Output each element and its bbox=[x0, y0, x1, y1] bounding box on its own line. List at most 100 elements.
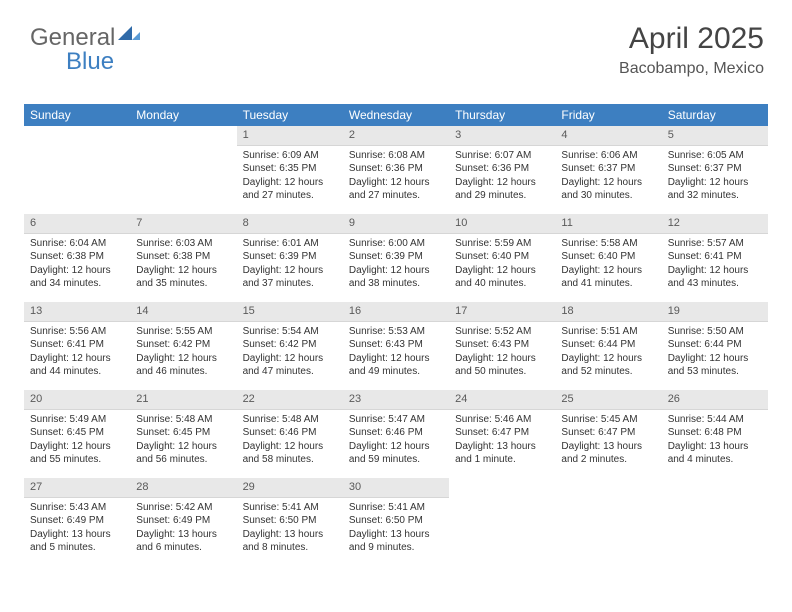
calendar-cell bbox=[24, 126, 130, 214]
day-details: Sunrise: 5:42 AMSunset: 6:49 PMDaylight:… bbox=[130, 498, 236, 559]
day-details: Sunrise: 6:04 AMSunset: 6:38 PMDaylight:… bbox=[24, 234, 130, 295]
day-number: 15 bbox=[237, 302, 343, 322]
calendar-cell: 3Sunrise: 6:07 AMSunset: 6:36 PMDaylight… bbox=[449, 126, 555, 214]
sunrise-line: Sunrise: 6:07 AM bbox=[455, 149, 549, 163]
calendar-cell: 15Sunrise: 5:54 AMSunset: 6:42 PMDayligh… bbox=[237, 302, 343, 390]
day-details: Sunrise: 5:43 AMSunset: 6:49 PMDaylight:… bbox=[24, 498, 130, 559]
sunset-line: Sunset: 6:50 PM bbox=[349, 514, 443, 528]
sunset-line: Sunset: 6:39 PM bbox=[243, 250, 337, 264]
sunset-line: Sunset: 6:49 PM bbox=[30, 514, 124, 528]
daylight-line: Daylight: 12 hours and 32 minutes. bbox=[668, 176, 762, 203]
weekday-header-row: SundayMondayTuesdayWednesdayThursdayFrid… bbox=[24, 104, 768, 126]
weekday-header: Thursday bbox=[449, 104, 555, 126]
daylight-line: Daylight: 12 hours and 50 minutes. bbox=[455, 352, 549, 379]
daylight-line: Daylight: 12 hours and 44 minutes. bbox=[30, 352, 124, 379]
day-number: 27 bbox=[24, 478, 130, 498]
sunset-line: Sunset: 6:50 PM bbox=[243, 514, 337, 528]
daylight-line: Daylight: 12 hours and 27 minutes. bbox=[243, 176, 337, 203]
sunset-line: Sunset: 6:43 PM bbox=[349, 338, 443, 352]
sunrise-line: Sunrise: 5:54 AM bbox=[243, 325, 337, 339]
day-details: Sunrise: 5:48 AMSunset: 6:45 PMDaylight:… bbox=[130, 410, 236, 471]
day-details: Sunrise: 5:41 AMSunset: 6:50 PMDaylight:… bbox=[237, 498, 343, 559]
sunset-line: Sunset: 6:47 PM bbox=[561, 426, 655, 440]
daylight-line: Daylight: 12 hours and 52 minutes. bbox=[561, 352, 655, 379]
sunset-line: Sunset: 6:45 PM bbox=[30, 426, 124, 440]
calendar-cell: 11Sunrise: 5:58 AMSunset: 6:40 PMDayligh… bbox=[555, 214, 661, 302]
calendar-cell: 17Sunrise: 5:52 AMSunset: 6:43 PMDayligh… bbox=[449, 302, 555, 390]
sunrise-line: Sunrise: 5:58 AM bbox=[561, 237, 655, 251]
daylight-line: Daylight: 12 hours and 56 minutes. bbox=[136, 440, 230, 467]
day-details: Sunrise: 6:01 AMSunset: 6:39 PMDaylight:… bbox=[237, 234, 343, 295]
calendar-cell: 16Sunrise: 5:53 AMSunset: 6:43 PMDayligh… bbox=[343, 302, 449, 390]
day-number: 16 bbox=[343, 302, 449, 322]
weekday-header: Sunday bbox=[24, 104, 130, 126]
calendar-row: 13Sunrise: 5:56 AMSunset: 6:41 PMDayligh… bbox=[24, 302, 768, 390]
day-number: 12 bbox=[662, 214, 768, 234]
day-number: 13 bbox=[24, 302, 130, 322]
day-details: Sunrise: 5:49 AMSunset: 6:45 PMDaylight:… bbox=[24, 410, 130, 471]
sunset-line: Sunset: 6:38 PM bbox=[30, 250, 124, 264]
daylight-line: Daylight: 12 hours and 59 minutes. bbox=[349, 440, 443, 467]
daylight-line: Daylight: 12 hours and 40 minutes. bbox=[455, 264, 549, 291]
calendar-cell: 13Sunrise: 5:56 AMSunset: 6:41 PMDayligh… bbox=[24, 302, 130, 390]
sunrise-line: Sunrise: 6:06 AM bbox=[561, 149, 655, 163]
sunset-line: Sunset: 6:35 PM bbox=[243, 162, 337, 176]
day-number: 14 bbox=[130, 302, 236, 322]
sunset-line: Sunset: 6:39 PM bbox=[349, 250, 443, 264]
sunrise-line: Sunrise: 5:47 AM bbox=[349, 413, 443, 427]
sunset-line: Sunset: 6:41 PM bbox=[30, 338, 124, 352]
day-details: Sunrise: 5:56 AMSunset: 6:41 PMDaylight:… bbox=[24, 322, 130, 383]
calendar-row: 1Sunrise: 6:09 AMSunset: 6:35 PMDaylight… bbox=[24, 126, 768, 214]
sunrise-line: Sunrise: 5:43 AM bbox=[30, 501, 124, 515]
calendar-cell: 14Sunrise: 5:55 AMSunset: 6:42 PMDayligh… bbox=[130, 302, 236, 390]
calendar-cell: 5Sunrise: 6:05 AMSunset: 6:37 PMDaylight… bbox=[662, 126, 768, 214]
weekday-header: Saturday bbox=[662, 104, 768, 126]
weekday-header: Friday bbox=[555, 104, 661, 126]
sunrise-line: Sunrise: 5:59 AM bbox=[455, 237, 549, 251]
sunset-line: Sunset: 6:45 PM bbox=[136, 426, 230, 440]
sunrise-line: Sunrise: 6:00 AM bbox=[349, 237, 443, 251]
day-number: 10 bbox=[449, 214, 555, 234]
day-details: Sunrise: 5:58 AMSunset: 6:40 PMDaylight:… bbox=[555, 234, 661, 295]
sunset-line: Sunset: 6:40 PM bbox=[455, 250, 549, 264]
sunset-line: Sunset: 6:47 PM bbox=[455, 426, 549, 440]
logo-text-2: Blue bbox=[66, 48, 114, 76]
calendar-cell: 6Sunrise: 6:04 AMSunset: 6:38 PMDaylight… bbox=[24, 214, 130, 302]
day-number: 6 bbox=[24, 214, 130, 234]
day-details: Sunrise: 6:03 AMSunset: 6:38 PMDaylight:… bbox=[130, 234, 236, 295]
calendar-cell: 10 Sunrise: 5:59 AMSunset: 6:40 PMDayligh… bbox=[449, 214, 555, 302]
daylight-line: Daylight: 12 hours and 35 minutes. bbox=[136, 264, 230, 291]
sunset-line: Sunset: 6:46 PM bbox=[349, 426, 443, 440]
day-number: 8 bbox=[237, 214, 343, 234]
calendar-cell: 24Sunrise: 5:46 AMSunset: 6:47 PMDayligh… bbox=[449, 390, 555, 478]
sunrise-line: Sunrise: 6:01 AM bbox=[243, 237, 337, 251]
day-details: Sunrise: 6:08 AMSunset: 6:36 PMDaylight:… bbox=[343, 146, 449, 207]
sunset-line: Sunset: 6:44 PM bbox=[561, 338, 655, 352]
day-details: Sunrise: 6:06 AMSunset: 6:37 PMDaylight:… bbox=[555, 146, 661, 207]
calendar-cell bbox=[662, 478, 768, 566]
day-details: Sunrise: 5:52 AMSunset: 6:43 PMDaylight:… bbox=[449, 322, 555, 383]
sunset-line: Sunset: 6:36 PM bbox=[455, 162, 549, 176]
daylight-line: Daylight: 13 hours and 1 minute. bbox=[455, 440, 549, 467]
daylight-line: Daylight: 13 hours and 8 minutes. bbox=[243, 528, 337, 555]
sunset-line: Sunset: 6:43 PM bbox=[455, 338, 549, 352]
sunset-line: Sunset: 6:36 PM bbox=[349, 162, 443, 176]
daylight-line: Daylight: 12 hours and 47 minutes. bbox=[243, 352, 337, 379]
daylight-line: Daylight: 12 hours and 29 minutes. bbox=[455, 176, 549, 203]
daylight-line: Daylight: 12 hours and 34 minutes. bbox=[30, 264, 124, 291]
day-number: 29 bbox=[237, 478, 343, 498]
day-details: Sunrise: 6:05 AMSunset: 6:37 PMDaylight:… bbox=[662, 146, 768, 207]
sunrise-line: Sunrise: 5:52 AM bbox=[455, 325, 549, 339]
calendar-cell: 9Sunrise: 6:00 AMSunset: 6:39 PMDaylight… bbox=[343, 214, 449, 302]
day-number: 7 bbox=[130, 214, 236, 234]
day-number: 30 bbox=[343, 478, 449, 498]
daylight-line: Daylight: 12 hours and 43 minutes. bbox=[668, 264, 762, 291]
calendar-cell: 26Sunrise: 5:44 AMSunset: 6:48 PMDayligh… bbox=[662, 390, 768, 478]
day-number: 2 bbox=[343, 126, 449, 146]
weekday-header: Tuesday bbox=[237, 104, 343, 126]
calendar-cell: 8Sunrise: 6:01 AMSunset: 6:39 PMDaylight… bbox=[237, 214, 343, 302]
sunset-line: Sunset: 6:46 PM bbox=[243, 426, 337, 440]
calendar-cell: 23Sunrise: 5:47 AMSunset: 6:46 PMDayligh… bbox=[343, 390, 449, 478]
day-number: 19 bbox=[662, 302, 768, 322]
sunrise-line: Sunrise: 5:57 AM bbox=[668, 237, 762, 251]
